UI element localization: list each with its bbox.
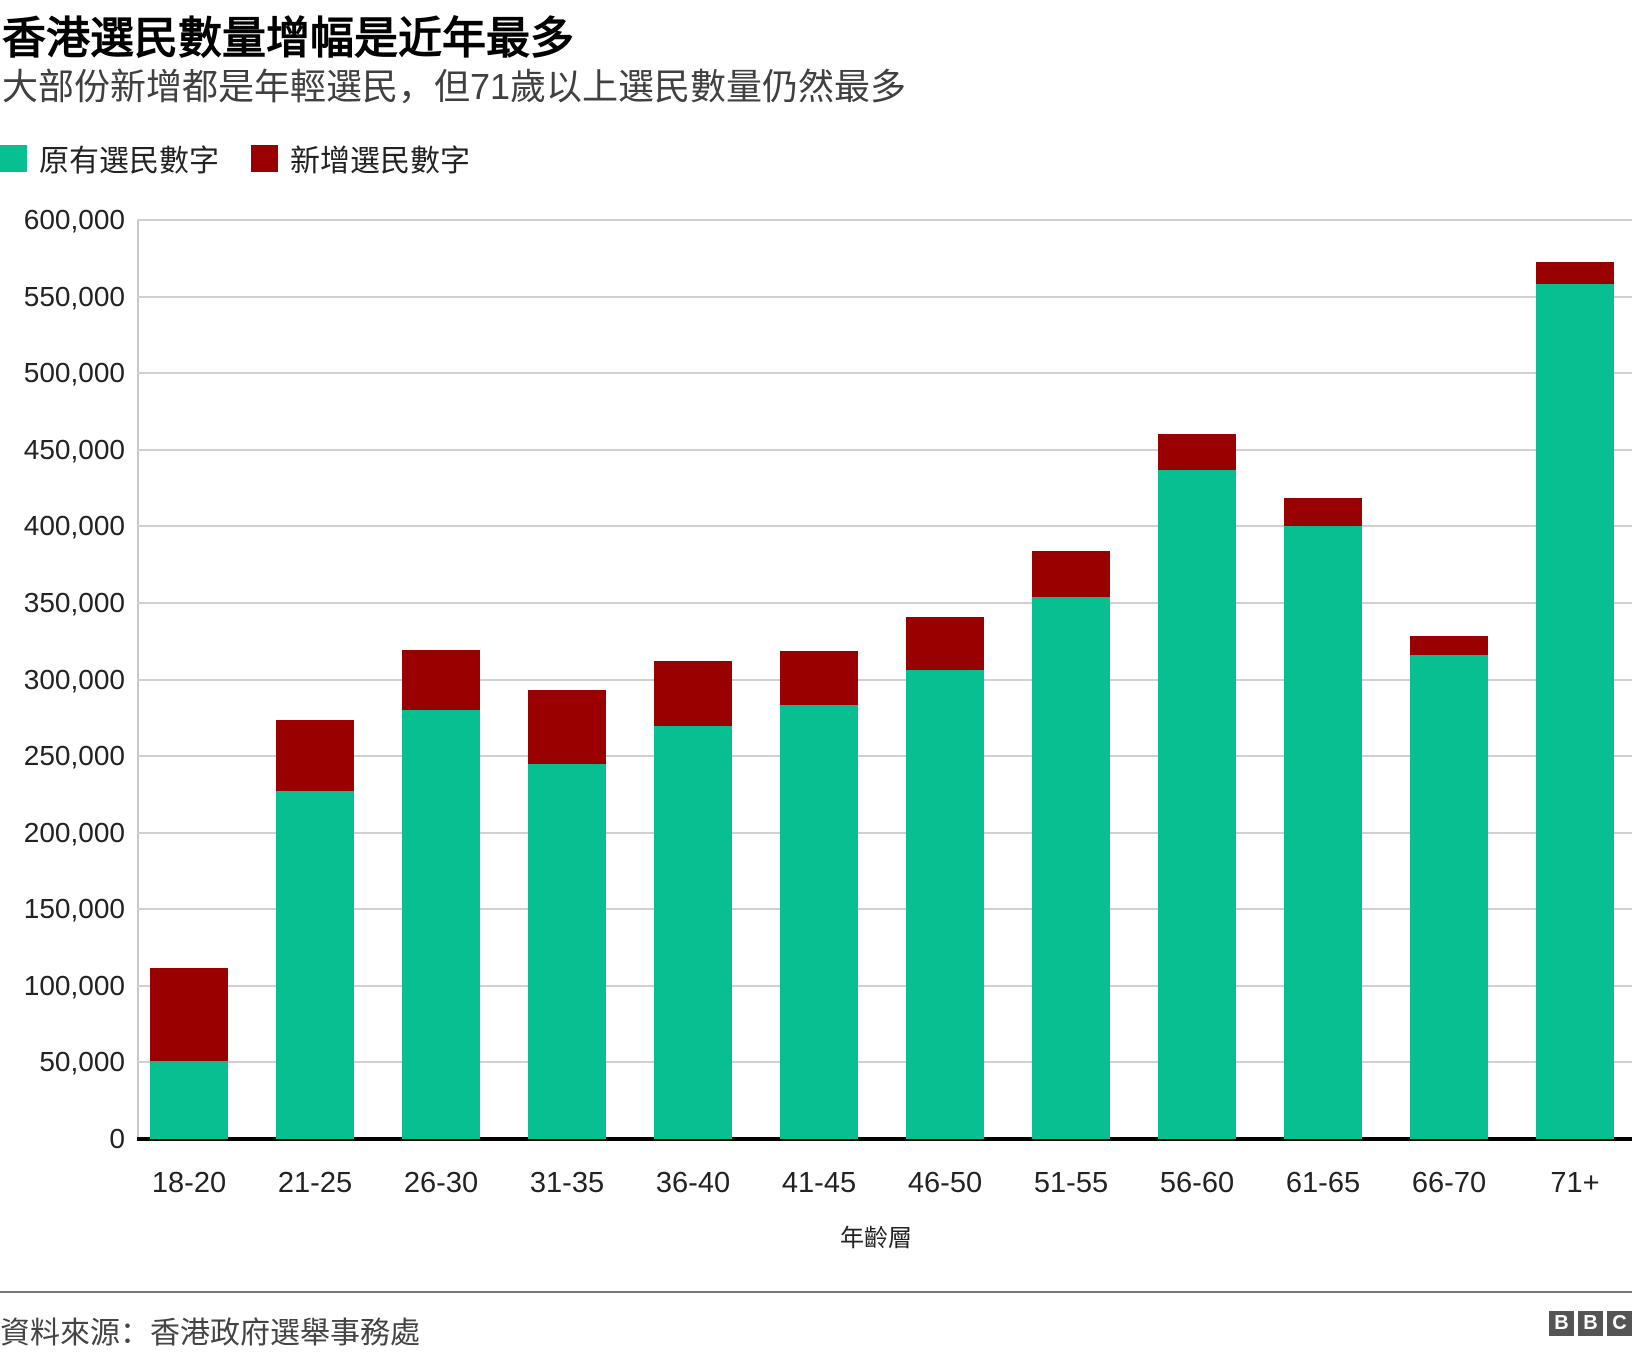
bar-66-70 bbox=[1410, 635, 1488, 1139]
y-tick-label: 450,000 bbox=[23, 433, 125, 465]
bar-21-25 bbox=[276, 719, 354, 1139]
legend-label-original: 原有選民數字 bbox=[39, 145, 219, 178]
x-tick-label: 26-30 bbox=[403, 1167, 479, 1199]
bar-51-55 bbox=[1032, 550, 1110, 1139]
bar-segment-new bbox=[780, 650, 858, 706]
legend: 原有選民數字 新增選民數字 bbox=[0, 136, 502, 180]
bar-71+ bbox=[1536, 262, 1614, 1139]
bar-segment-new bbox=[150, 968, 228, 1061]
gridline bbox=[137, 525, 1632, 528]
x-axis-label: 年齡層 bbox=[840, 1225, 912, 1252]
gridline bbox=[137, 295, 1632, 298]
y-tick-label: 50,000 bbox=[39, 1046, 125, 1078]
y-tick-label: 500,000 bbox=[23, 357, 125, 389]
x-tick-label: 61-65 bbox=[1285, 1167, 1361, 1199]
bar-segment-new bbox=[402, 649, 480, 710]
bar-36-40 bbox=[654, 661, 732, 1139]
y-tick-label: 200,000 bbox=[23, 816, 125, 848]
source-note: 資料來源：香港政府選舉事務處 bbox=[0, 1317, 420, 1350]
x-tick-label: 31-35 bbox=[529, 1167, 605, 1199]
gridline bbox=[137, 448, 1632, 451]
y-tick-label: 100,000 bbox=[23, 969, 125, 1001]
x-axis-baseline bbox=[137, 1137, 1632, 1141]
bar-segment-original bbox=[1536, 284, 1614, 1139]
x-tick-label: 71+ bbox=[1550, 1167, 1600, 1199]
y-tick-label: 400,000 bbox=[23, 510, 125, 542]
x-tick-label: 41-45 bbox=[781, 1167, 857, 1199]
bbc-logo-letter: C bbox=[1607, 1311, 1632, 1336]
bar-segment-new bbox=[528, 689, 606, 765]
bar-segment-original bbox=[654, 725, 732, 1139]
bar-26-30 bbox=[402, 649, 480, 1139]
legend-swatch-new bbox=[251, 144, 278, 172]
bar-41-45 bbox=[780, 650, 858, 1139]
y-tick-label: 600,000 bbox=[23, 204, 125, 235]
bar-segment-original bbox=[1410, 655, 1488, 1139]
gridline bbox=[137, 831, 1632, 834]
bar-segment-original bbox=[1032, 597, 1110, 1139]
bar-segment-original bbox=[906, 670, 984, 1139]
bbc-logo-letter: B bbox=[1578, 1311, 1603, 1336]
plot-area bbox=[137, 219, 1632, 1141]
x-tick-label: 21-25 bbox=[277, 1167, 353, 1199]
bar-61-65 bbox=[1284, 498, 1362, 1139]
y-tick-label: 350,000 bbox=[23, 586, 125, 618]
bar-segment-new bbox=[654, 661, 732, 726]
legend-item-original: 原有選民數字 bbox=[0, 136, 219, 180]
x-tick-label: 18-20 bbox=[151, 1167, 227, 1199]
bar-segment-original bbox=[528, 764, 606, 1139]
bar-segment-new bbox=[1536, 262, 1614, 285]
footer-divider bbox=[0, 1291, 1632, 1293]
bar-segment-new bbox=[276, 719, 354, 791]
y-tick-label: 550,000 bbox=[23, 280, 125, 312]
x-tick-label: 36-40 bbox=[655, 1167, 731, 1199]
legend-swatch-original bbox=[0, 144, 27, 172]
bar-18-20 bbox=[150, 968, 228, 1139]
bar-segment-original bbox=[276, 790, 354, 1139]
gridline bbox=[137, 601, 1632, 604]
bar-segment-new bbox=[1284, 498, 1362, 527]
gridline bbox=[137, 984, 1632, 987]
bar-segment-new bbox=[906, 617, 984, 670]
x-tick-label: 56-60 bbox=[1159, 1167, 1235, 1199]
gridline bbox=[137, 219, 1632, 221]
x-tick-label: 51-55 bbox=[1033, 1167, 1109, 1199]
y-tick-label: 250,000 bbox=[23, 740, 125, 772]
bar-segment-new bbox=[1158, 433, 1236, 471]
x-tick-label: 66-70 bbox=[1411, 1167, 1487, 1199]
chart-subtitle: 大部份新增都是年輕選民，但71歲以上選民數量仍然最多 bbox=[2, 66, 907, 107]
bbc-logo: B B C bbox=[1549, 1311, 1632, 1336]
bar-segment-new bbox=[1032, 550, 1110, 598]
legend-item-new: 新增選民數字 bbox=[251, 136, 470, 180]
bar-31-35 bbox=[528, 689, 606, 1139]
bar-segment-original bbox=[150, 1060, 228, 1139]
gridline bbox=[137, 372, 1632, 375]
chart-title: 香港選民數量增幅是近年最多 bbox=[2, 14, 574, 63]
bar-segment-original bbox=[1158, 470, 1236, 1139]
bar-56-60 bbox=[1158, 433, 1236, 1139]
bar-segment-original bbox=[1284, 526, 1362, 1139]
x-tick-label: 46-50 bbox=[907, 1167, 983, 1199]
y-tick-label: 150,000 bbox=[23, 893, 125, 925]
legend-label-new: 新增選民數字 bbox=[290, 145, 470, 178]
bar-segment-original bbox=[780, 705, 858, 1139]
gridline bbox=[137, 1061, 1632, 1064]
bbc-logo-letter: B bbox=[1549, 1311, 1574, 1336]
gridline bbox=[137, 755, 1632, 758]
bar-segment-new bbox=[1410, 635, 1488, 656]
y-tick-label: 300,000 bbox=[23, 663, 125, 695]
y-tick-label: 0 bbox=[109, 1123, 125, 1154]
gridline bbox=[137, 908, 1632, 911]
bar-46-50 bbox=[906, 617, 984, 1139]
bar-segment-original bbox=[402, 709, 480, 1139]
gridline bbox=[137, 678, 1632, 681]
